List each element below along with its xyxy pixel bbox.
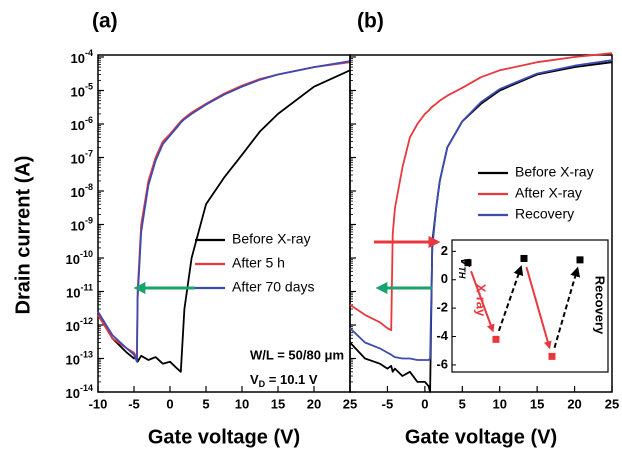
- inset-y-tick-label: -4: [436, 328, 448, 343]
- inset-y-tick-label: 0: [441, 271, 448, 286]
- y-tick-label: 10-8: [71, 182, 93, 200]
- inset-y-tick-label: 2: [441, 243, 448, 258]
- annotation: W/L = 50/80 μm: [250, 347, 344, 362]
- inset-arrow: [470, 270, 495, 333]
- text-part: 10: [66, 286, 80, 301]
- text-part: -12: [80, 316, 93, 326]
- inset-annotation: Recovery: [593, 276, 608, 335]
- curve: [97, 60, 351, 363]
- legend-label: Before X-ray: [232, 231, 311, 247]
- text-part: -13: [80, 350, 93, 360]
- legend-label: Before X-ray: [515, 164, 594, 180]
- inset-point: [576, 256, 584, 264]
- text-part: 10: [71, 118, 85, 133]
- y-tick-label: 10-13: [66, 350, 93, 368]
- inset-y-tick-label: -6: [436, 356, 448, 371]
- text-part: D: [259, 379, 266, 389]
- x-tick-label: 5: [202, 396, 209, 411]
- x-tick-label: 0: [421, 396, 428, 411]
- text-part: -14: [80, 383, 93, 393]
- text-part: 10: [71, 185, 85, 200]
- x-tick-label: 25: [605, 396, 619, 411]
- legend-label: After X-ray: [515, 185, 582, 201]
- text-part: -8: [85, 182, 93, 192]
- y-tick-label: 10-11: [66, 283, 93, 301]
- curve: [349, 59, 613, 361]
- x-tick-label: 0: [166, 396, 173, 411]
- text-part: = 10.1 V: [265, 372, 318, 387]
- y-tick-label: 10-14: [66, 383, 93, 401]
- inset-annotation: X-ray: [474, 284, 489, 317]
- inset-point: [492, 335, 500, 343]
- plot-frame: [349, 54, 613, 393]
- y-tick-label: 10-9: [71, 216, 93, 234]
- x-tick-label: 10: [492, 396, 506, 411]
- inset-arrow: [497, 265, 524, 332]
- text-part: -9: [85, 216, 93, 226]
- text-part: -7: [85, 149, 93, 159]
- x-tick-label: 25: [343, 396, 357, 411]
- x-tick-label: 5: [459, 396, 466, 411]
- x-tick-label: -5: [128, 396, 140, 411]
- x-tick-label: 10: [235, 396, 249, 411]
- x-axis-label: Gate voltage (V): [148, 426, 300, 448]
- inset-arrow: [525, 266, 552, 350]
- text-part: 10: [66, 252, 80, 267]
- x-tick-label: -5: [382, 396, 394, 411]
- text-part: 10: [71, 152, 85, 167]
- text-part: 10: [66, 386, 80, 401]
- text-part: TH: [457, 266, 467, 278]
- y-axis-label: Drain current (A): [12, 156, 34, 315]
- y-tick-label: 10-12: [66, 316, 93, 334]
- curve: [97, 61, 351, 360]
- curve: [349, 52, 613, 332]
- text-part: -5: [85, 82, 93, 92]
- x-tick-label: 20: [307, 396, 321, 411]
- inset-y-tick-label: -2: [436, 300, 448, 315]
- x-tick-label: -10: [89, 396, 108, 411]
- legend-label: After 70 days: [232, 279, 315, 295]
- text-part: -6: [85, 115, 93, 125]
- curve: [349, 61, 613, 393]
- panel-label: (a): [92, 10, 118, 33]
- y-tick-label: 10-4: [71, 48, 93, 66]
- text-part: 10: [71, 85, 85, 100]
- x-axis-label: Gate voltage (V): [405, 426, 557, 448]
- legend-label: Recovery: [515, 206, 574, 222]
- panel-label: (b): [357, 10, 384, 33]
- inset-frame: [451, 239, 609, 373]
- y-tick-label: 10-6: [71, 115, 93, 133]
- text-part: -4: [85, 48, 93, 58]
- text-part: V: [250, 372, 259, 387]
- y-tick-label: 10-5: [71, 82, 93, 100]
- annotation: VD = 10.1 V: [250, 372, 318, 389]
- text-part: -10: [80, 249, 93, 259]
- plot-frame: [97, 54, 351, 393]
- y-tick-label: 10-10: [66, 249, 93, 267]
- curve: [97, 69, 351, 373]
- legend-label: After 5 h: [232, 255, 285, 271]
- text-part: 10: [71, 51, 85, 66]
- inset-point: [520, 254, 528, 262]
- text-part: 10: [66, 353, 80, 368]
- inset-point: [464, 259, 472, 267]
- x-tick-label: 20: [567, 396, 581, 411]
- x-tick-label: 15: [530, 396, 544, 411]
- text-part: 10: [71, 219, 85, 234]
- inset-point: [548, 352, 556, 360]
- y-tick-label: 10-7: [71, 149, 93, 167]
- inset-arrow: [553, 266, 581, 349]
- x-tick-label: 15: [271, 396, 285, 411]
- text-part: 10: [66, 319, 80, 334]
- text-part: -11: [80, 283, 93, 293]
